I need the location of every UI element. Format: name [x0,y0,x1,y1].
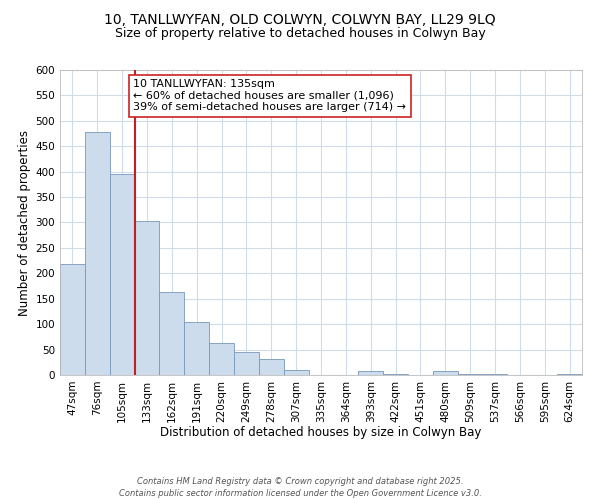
Bar [85,132,110,375]
Bar [482,374,508,375]
Text: 10 TANLLWYFAN: 135sqm
← 60% of detached houses are smaller (1,096)
39% of semi-d: 10 TANLLWYFAN: 135sqm ← 60% of detached … [133,79,406,112]
Bar [209,343,234,375]
Text: 10, TANLLWYFAN, OLD COLWYN, COLWYN BAY, LL29 9LQ: 10, TANLLWYFAN, OLD COLWYN, COLWYN BAY, … [104,12,496,26]
X-axis label: Distribution of detached houses by size in Colwyn Bay: Distribution of detached houses by size … [160,426,482,439]
Bar [60,264,85,375]
Bar [110,174,134,375]
Bar [184,322,209,375]
Bar [284,370,308,375]
Bar [259,358,284,375]
Y-axis label: Number of detached properties: Number of detached properties [18,130,31,316]
Text: Contains HM Land Registry data © Crown copyright and database right 2025.
Contai: Contains HM Land Registry data © Crown c… [119,476,481,498]
Bar [433,372,458,375]
Bar [160,292,184,375]
Bar [234,352,259,375]
Bar [557,374,582,375]
Text: Size of property relative to detached houses in Colwyn Bay: Size of property relative to detached ho… [115,28,485,40]
Bar [134,221,160,375]
Bar [458,374,482,375]
Bar [358,371,383,375]
Bar [383,374,408,375]
